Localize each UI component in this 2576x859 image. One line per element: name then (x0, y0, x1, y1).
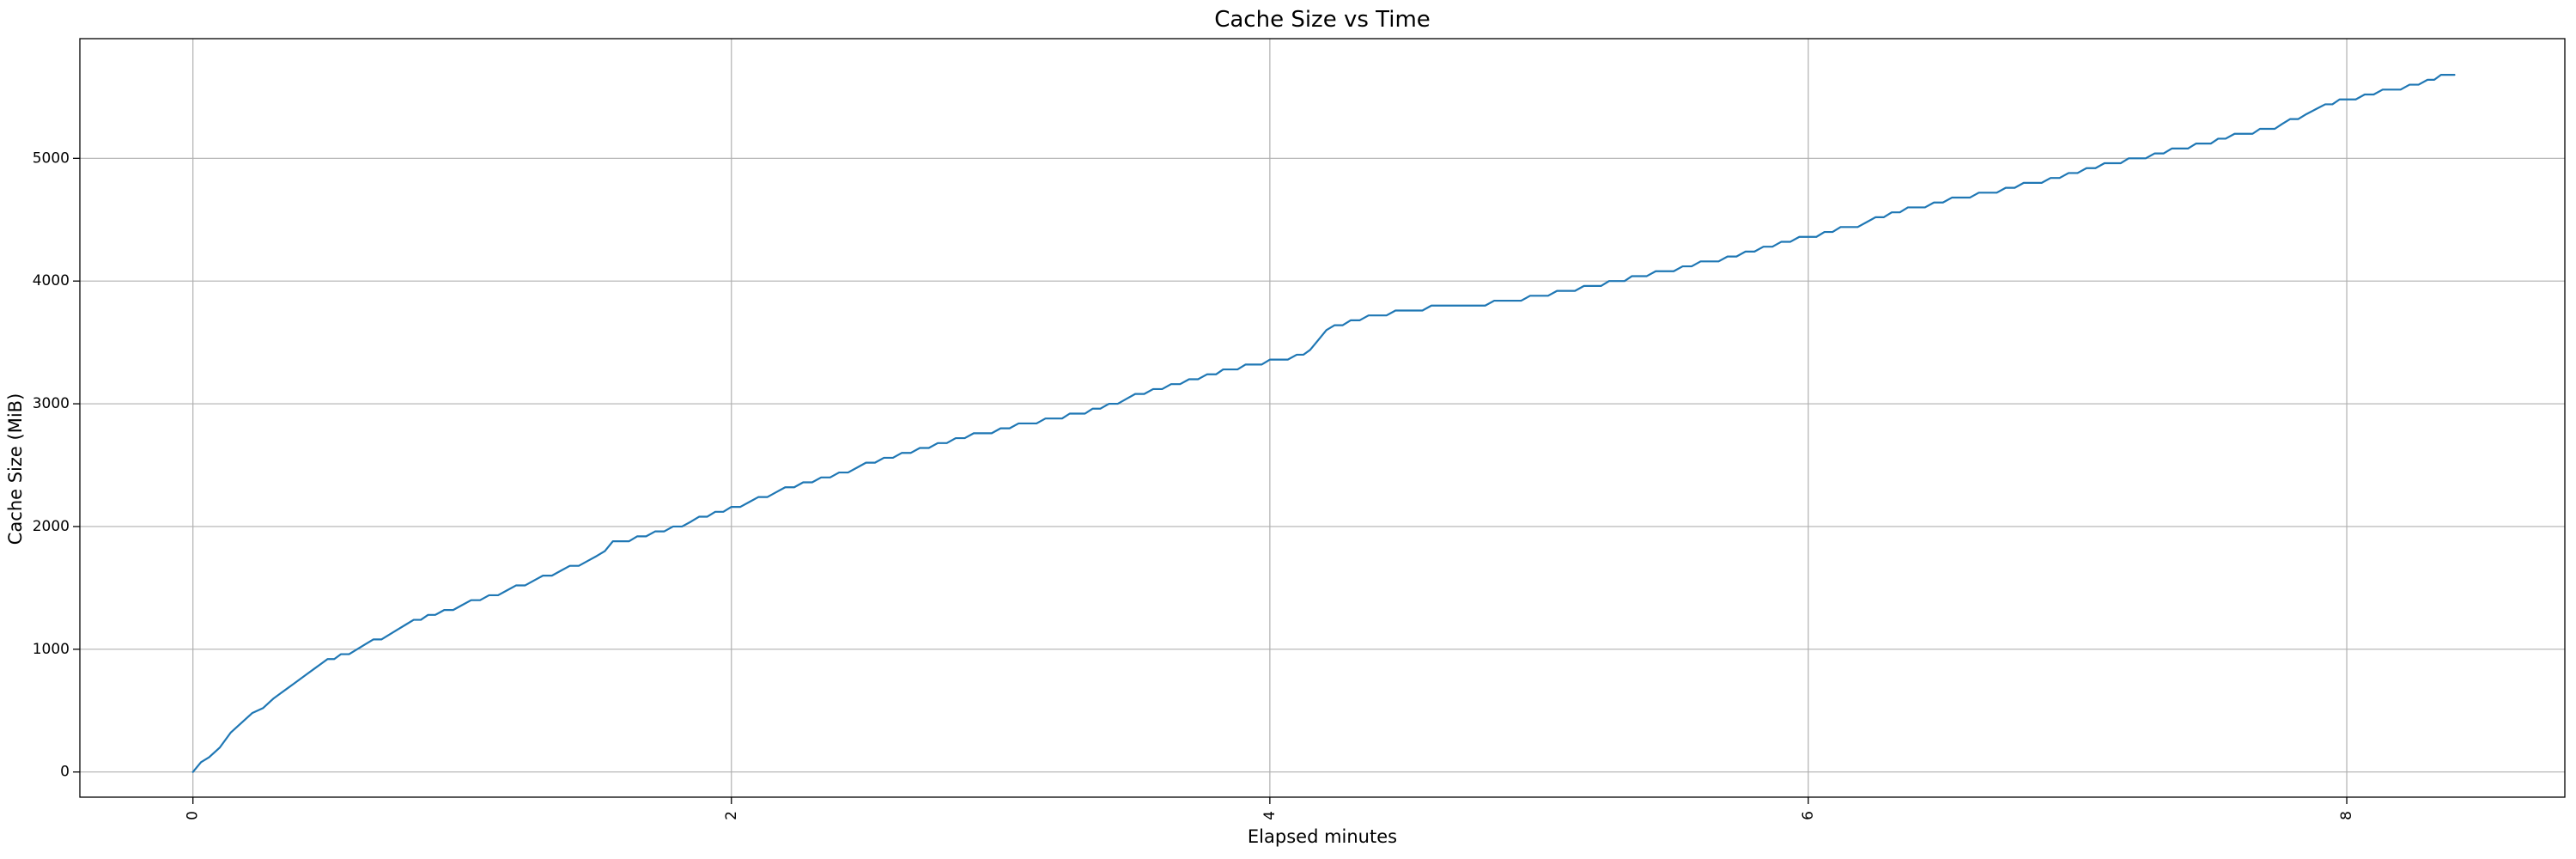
x-axis-label: Elapsed minutes (1248, 826, 1397, 847)
plot-area (79, 38, 2566, 798)
y-tick-label: 5000 (33, 149, 70, 167)
x-tick-label: 0 (185, 811, 202, 820)
gridlines (80, 39, 2565, 797)
x-tick-label: 2 (723, 811, 740, 820)
y-tick-label: 3000 (33, 395, 70, 412)
x-tick-label: 4 (1261, 811, 1279, 820)
x-tick-labels: 0 2 4 6 8 (185, 811, 2355, 820)
y-tick-label: 4000 (33, 272, 70, 289)
y-axis-label: Cache Size (MiB) (5, 393, 26, 545)
chart-title: Cache Size vs Time (1214, 7, 1431, 33)
x-tick-label: 8 (2338, 811, 2355, 820)
tick-marks (73, 157, 2348, 804)
series-line (191, 74, 2456, 773)
y-tick-label: 1000 (33, 641, 70, 658)
y-tick-labels: 0 1000 2000 3000 4000 5000 (33, 149, 70, 780)
x-tick-label: 6 (1800, 811, 1817, 820)
y-tick-label: 0 (60, 764, 70, 781)
y-tick-label: 2000 (33, 518, 70, 535)
